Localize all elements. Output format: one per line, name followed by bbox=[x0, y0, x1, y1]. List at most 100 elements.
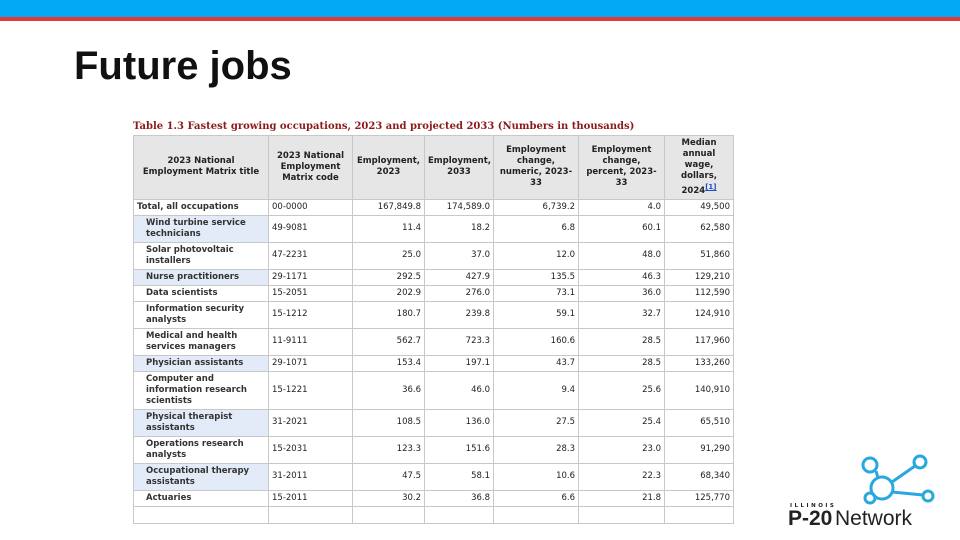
occupation-cell: Total, all occupations bbox=[133, 198, 269, 216]
occupation-cell: Medical and health services managers bbox=[133, 327, 269, 356]
empty-cell bbox=[133, 505, 269, 524]
data-cell: 160.6 bbox=[493, 327, 579, 356]
header-cell: Employment change, numeric, 2023-33 bbox=[493, 135, 579, 200]
data-cell: 22.3 bbox=[578, 462, 665, 491]
data-cell: 46.0 bbox=[424, 370, 494, 410]
data-cell: 180.7 bbox=[352, 300, 425, 329]
data-cell: 11-9111 bbox=[268, 327, 353, 356]
data-cell: 32.7 bbox=[578, 300, 665, 329]
data-cell: 62,580 bbox=[664, 214, 734, 243]
table-row: Actuaries 15-2011 30.2 36.8 6.6 21.8 125,770 bbox=[133, 489, 734, 507]
data-cell: 10.6 bbox=[493, 462, 579, 491]
table-row: Medical and health services managers 11-9… bbox=[133, 327, 734, 356]
table-row: Wind turbine service technicians 49-9081 1… bbox=[133, 214, 734, 243]
top-stripe bbox=[0, 17, 960, 21]
data-cell: 15-2051 bbox=[268, 284, 353, 302]
header-text: Employment, 2023 bbox=[356, 156, 420, 178]
occupation-cell: Information security analysts bbox=[133, 300, 269, 329]
data-cell: 129,210 bbox=[664, 268, 734, 286]
header-cell: Employment, 2023 bbox=[352, 135, 425, 200]
table: 2023 National Employment Matrix title 202… bbox=[133, 135, 734, 524]
data-cell: 48.0 bbox=[578, 241, 665, 270]
data-cell: 29-1171 bbox=[268, 268, 353, 286]
logo-network: Network bbox=[835, 507, 913, 530]
table-caption: Table 1.3 Fastest growing occupations, 2… bbox=[133, 121, 635, 132]
data-cell: 292.5 bbox=[352, 268, 425, 286]
data-cell: 124,910 bbox=[664, 300, 734, 329]
slide-title: Future jobs bbox=[74, 44, 292, 88]
data-cell: 58.1 bbox=[424, 462, 494, 491]
header-text: Employment change, numeric, 2023-33 bbox=[499, 145, 573, 189]
data-cell: 27.5 bbox=[493, 408, 579, 437]
table-row bbox=[133, 505, 734, 524]
logo: ILLINOIS P-20 Network bbox=[788, 454, 935, 530]
data-cell: 133,260 bbox=[664, 354, 734, 372]
data-cell: 43.7 bbox=[493, 354, 579, 372]
data-cell: 36.0 bbox=[578, 284, 665, 302]
footnote-link[interactable]: [1] bbox=[705, 183, 717, 191]
data-cell: 18.2 bbox=[424, 214, 494, 243]
data-cell: 51,860 bbox=[664, 241, 734, 270]
occupation-cell: Occupational therapy assistants bbox=[133, 462, 269, 491]
occupation-cell: Computer and information research scient… bbox=[133, 370, 269, 410]
table-row: Computer and information research scient… bbox=[133, 370, 734, 410]
data-cell: 427.9 bbox=[424, 268, 494, 286]
data-cell: 276.0 bbox=[424, 284, 494, 302]
data-cell: 30.2 bbox=[352, 489, 425, 507]
data-cell: 36.6 bbox=[352, 370, 425, 410]
data-cell: 00-0000 bbox=[268, 198, 353, 216]
data-cell: 15-2011 bbox=[268, 489, 353, 507]
occupation-cell: Wind turbine service technicians bbox=[133, 214, 269, 243]
header-cell: Employment change, percent, 2023-33 bbox=[578, 135, 665, 200]
data-cell: 125,770 bbox=[664, 489, 734, 507]
data-cell: 197.1 bbox=[424, 354, 494, 372]
data-cell: 25.6 bbox=[578, 370, 665, 410]
header-cell: Median annual wage, dollars, 2024[1] bbox=[664, 135, 734, 200]
data-cell: 202.9 bbox=[352, 284, 425, 302]
data-cell: 73.1 bbox=[493, 284, 579, 302]
empty-cell bbox=[424, 505, 494, 524]
occupation-cell: Physical therapist assistants bbox=[133, 408, 269, 437]
header-cell: 2023 National Employment Matrix title bbox=[133, 135, 269, 200]
data-cell: 174,589.0 bbox=[424, 198, 494, 216]
occupation-cell: Solar photovoltaic installers bbox=[133, 241, 269, 270]
data-cell: 31-2021 bbox=[268, 408, 353, 437]
data-cell: 6.6 bbox=[493, 489, 579, 507]
header-text: Median annual wage, dollars, 2024 bbox=[681, 138, 717, 196]
data-cell: 153.4 bbox=[352, 354, 425, 372]
header-cell: 2023 National Employment Matrix code bbox=[268, 135, 353, 200]
table-row: Operations research analysts 15-2031 123.3… bbox=[133, 435, 734, 464]
data-cell: 49-9081 bbox=[268, 214, 353, 243]
empty-cell bbox=[352, 505, 425, 524]
table-row: Information security analysts 15-1212 180.… bbox=[133, 300, 734, 329]
data-cell: 239.8 bbox=[424, 300, 494, 329]
data-cell: 9.4 bbox=[493, 370, 579, 410]
table-row: Nurse practitioners 29-1171 292.5 427.9 135.… bbox=[133, 268, 734, 286]
data-cell: 37.0 bbox=[424, 241, 494, 270]
data-cell: 23.0 bbox=[578, 435, 665, 464]
data-cell: 723.3 bbox=[424, 327, 494, 356]
data-cell: 140,910 bbox=[664, 370, 734, 410]
data-cell: 562.7 bbox=[352, 327, 425, 356]
data-cell: 15-1221 bbox=[268, 370, 353, 410]
data-cell: 108.5 bbox=[352, 408, 425, 437]
data-cell: 21.8 bbox=[578, 489, 665, 507]
table-row: Data scientists 15-2051 202.9 276.0 73.1 36.0… bbox=[133, 284, 734, 302]
table-row: Total, all occupations 00-0000 167,849.8 17… bbox=[133, 198, 734, 216]
occupation-cell: Actuaries bbox=[133, 489, 269, 507]
header-text: Employment change, percent, 2023-33 bbox=[586, 145, 657, 189]
data-cell: 25.4 bbox=[578, 408, 665, 437]
data-cell: 47.5 bbox=[352, 462, 425, 491]
table-row: Solar photovoltaic installers 47-2231 25.0… bbox=[133, 241, 734, 270]
occupation-cell: Data scientists bbox=[133, 284, 269, 302]
data-cell: 6.8 bbox=[493, 214, 579, 243]
logo-state: ILLINOIS bbox=[790, 503, 836, 509]
data-cell: 123.3 bbox=[352, 435, 425, 464]
logo-graphic bbox=[861, 454, 935, 505]
data-cell: 29-1071 bbox=[268, 354, 353, 372]
empty-cell bbox=[493, 505, 579, 524]
data-cell: 15-2031 bbox=[268, 435, 353, 464]
data-cell: 136.0 bbox=[424, 408, 494, 437]
data-cell: 6,739.2 bbox=[493, 198, 579, 216]
